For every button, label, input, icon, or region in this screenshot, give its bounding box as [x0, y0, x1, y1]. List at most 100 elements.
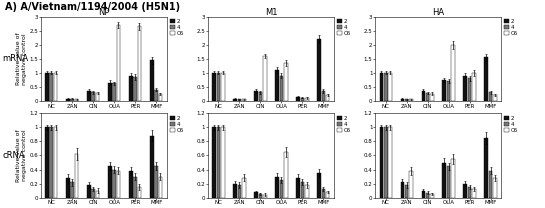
- Bar: [384, 127, 387, 198]
- Bar: [129, 76, 133, 101]
- Bar: [317, 39, 321, 101]
- Bar: [468, 78, 471, 101]
- Bar: [317, 173, 321, 198]
- Bar: [300, 98, 304, 101]
- Bar: [137, 26, 141, 101]
- Y-axis label: Relative value of
negative control: Relative value of negative control: [16, 129, 27, 182]
- Bar: [134, 77, 137, 101]
- Bar: [50, 73, 53, 101]
- Bar: [45, 73, 49, 101]
- Legend: 2, 4, C6: 2, 4, C6: [502, 113, 520, 135]
- Bar: [53, 73, 57, 101]
- Bar: [409, 171, 413, 198]
- Bar: [388, 73, 392, 101]
- Bar: [426, 193, 429, 198]
- Text: mRNA: mRNA: [3, 54, 29, 63]
- Bar: [430, 94, 434, 101]
- Bar: [468, 187, 471, 198]
- Bar: [326, 95, 330, 101]
- Bar: [221, 127, 225, 198]
- Bar: [405, 99, 409, 101]
- Bar: [70, 99, 74, 101]
- Bar: [300, 182, 304, 198]
- Bar: [87, 91, 91, 101]
- Bar: [443, 80, 446, 101]
- Bar: [117, 25, 120, 101]
- Bar: [216, 73, 220, 101]
- Bar: [242, 99, 246, 101]
- Bar: [296, 178, 300, 198]
- Bar: [275, 70, 279, 101]
- Bar: [379, 73, 383, 101]
- Legend: 2, 4, C6: 2, 4, C6: [168, 17, 186, 38]
- Bar: [284, 152, 288, 198]
- Legend: 2, 4, C6: 2, 4, C6: [168, 113, 186, 135]
- Bar: [401, 182, 404, 198]
- Bar: [388, 127, 392, 198]
- Bar: [233, 183, 237, 198]
- Bar: [66, 99, 70, 101]
- Bar: [472, 189, 476, 198]
- Bar: [112, 170, 116, 198]
- Bar: [70, 182, 74, 198]
- Bar: [451, 45, 455, 101]
- Bar: [379, 127, 383, 198]
- Bar: [112, 83, 116, 101]
- Bar: [275, 177, 279, 198]
- Bar: [493, 178, 496, 198]
- Bar: [92, 189, 95, 198]
- Bar: [489, 92, 493, 101]
- Bar: [233, 99, 237, 101]
- Title: NP: NP: [98, 7, 110, 17]
- Bar: [493, 95, 496, 101]
- Bar: [443, 162, 446, 198]
- Bar: [296, 97, 300, 101]
- Bar: [75, 99, 78, 101]
- Y-axis label: Relative value of
negative control: Relative value of negative control: [16, 32, 27, 85]
- Bar: [485, 57, 488, 101]
- Bar: [284, 63, 288, 101]
- Bar: [409, 99, 413, 101]
- Bar: [263, 56, 267, 101]
- Bar: [242, 178, 246, 198]
- Bar: [150, 136, 154, 198]
- Bar: [305, 98, 308, 101]
- Bar: [87, 185, 91, 198]
- Bar: [150, 60, 154, 101]
- Bar: [159, 177, 162, 198]
- Bar: [426, 93, 429, 101]
- Bar: [129, 171, 133, 198]
- Bar: [430, 194, 434, 198]
- Legend: 2, 4, C6: 2, 4, C6: [335, 113, 353, 135]
- Bar: [117, 171, 120, 198]
- Bar: [258, 92, 262, 101]
- Bar: [108, 166, 112, 198]
- Bar: [154, 90, 158, 101]
- Bar: [463, 183, 467, 198]
- Bar: [322, 91, 325, 101]
- Bar: [485, 138, 488, 198]
- Bar: [213, 73, 216, 101]
- Bar: [238, 185, 241, 198]
- Bar: [280, 180, 283, 198]
- Bar: [92, 92, 95, 101]
- Title: M1: M1: [265, 7, 277, 17]
- Bar: [255, 91, 258, 101]
- Bar: [134, 177, 137, 198]
- Bar: [263, 195, 267, 198]
- Bar: [447, 81, 451, 101]
- Bar: [45, 127, 49, 198]
- Bar: [401, 99, 404, 101]
- Bar: [463, 76, 467, 101]
- Bar: [447, 166, 451, 198]
- Bar: [216, 127, 220, 198]
- Bar: [238, 99, 241, 101]
- Bar: [322, 189, 325, 198]
- Bar: [50, 127, 53, 198]
- Bar: [489, 171, 493, 198]
- Bar: [421, 91, 425, 101]
- Bar: [451, 159, 455, 198]
- Bar: [221, 73, 225, 101]
- Bar: [95, 191, 99, 198]
- Bar: [258, 194, 262, 198]
